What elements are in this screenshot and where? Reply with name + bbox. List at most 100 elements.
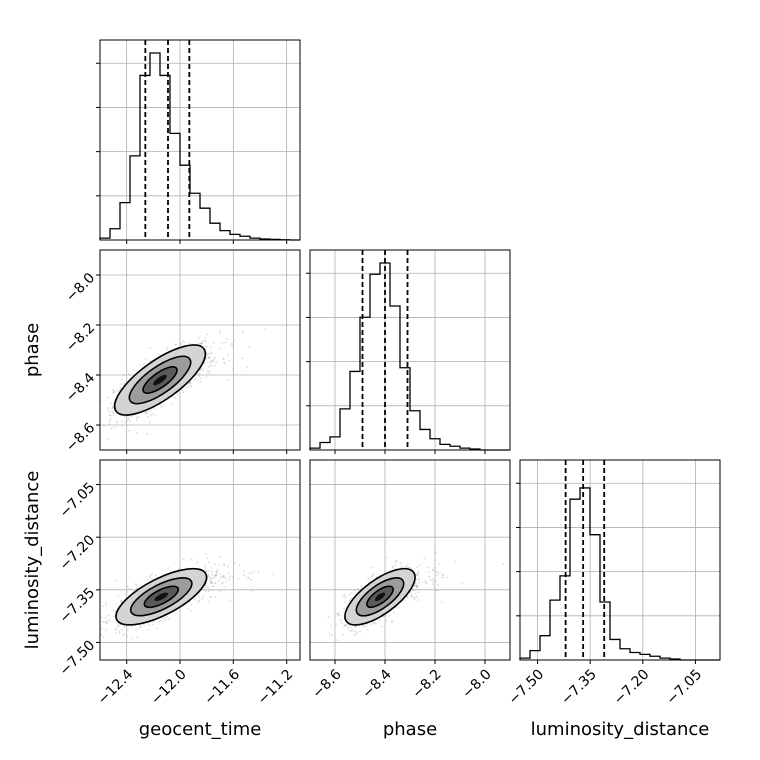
scatter-point [108,423,111,426]
scatter-point [162,617,164,620]
scatter-point [248,345,251,348]
scatter-point [355,630,357,633]
scatter-point [354,626,357,628]
scatter-point [362,624,364,627]
scatter-point [418,564,421,567]
scatter-point [109,417,112,420]
scatter-point [116,421,118,424]
scatter-point [197,601,200,604]
scatter-point [223,361,226,364]
scatter-point [228,578,231,580]
scatter-point [190,558,193,561]
scatter-point [80,411,82,413]
scatter-points [327,551,504,642]
scatter-point [367,581,370,584]
scatter-point [366,628,369,631]
scatter-point [371,566,374,569]
scatter-point [400,562,402,564]
scatter-point [329,632,331,635]
scatter-point [342,595,345,597]
scatter-point [135,587,138,590]
scatter-point [111,407,114,410]
scatter-point [200,377,202,380]
scatter-point [348,600,351,602]
scatter-point [162,404,165,407]
scatter-point [215,571,218,574]
scatter-point [160,406,163,409]
scatter-point [187,608,190,610]
scatter-point [104,620,107,623]
scatter-point [209,361,211,363]
xtick-label-luminosity_distance: −7.20 [611,666,653,708]
scatter-point [127,418,130,420]
scatter-point [415,586,418,589]
scatter-point [406,596,409,598]
xtick-label-phase: −8.6 [309,666,344,701]
scatter-point [257,570,260,573]
scatter-point [116,390,118,392]
scatter-point [415,592,417,595]
scatter-point [349,630,352,632]
scatter-point [212,342,215,344]
scatter-point [210,352,213,355]
scatter-point [115,632,117,634]
scatter-point [120,601,122,604]
scatter-point [424,582,427,584]
scatter-point [223,586,226,588]
scatter-point [120,600,122,602]
scatter-point [206,353,209,356]
scatter-point [208,569,210,572]
scatter-point [174,397,176,399]
ytick-label-phase: −8.6 [63,420,98,455]
scatter-point [413,597,416,599]
scatter-point [180,343,183,346]
scatter-point [206,570,208,573]
xtick-label-geocent_time: −12.4 [95,666,137,708]
contour-level-3 [374,592,386,601]
scatter-point [370,575,372,578]
scatter-point [113,389,116,392]
scatter-point [130,415,133,418]
scatter-point [438,563,440,565]
scatter-point [201,342,203,344]
ytick-label-phase: −8.0 [63,270,98,305]
scatter-point [350,597,353,599]
scatter-point [454,560,457,563]
joint-panel-geocent_time-phase [80,249,301,454]
scatter-point [144,358,147,361]
scatter-point [353,589,356,592]
scatter-point [210,360,213,363]
scatter-point [429,579,432,581]
scatter-point [209,364,211,366]
xtick-label-geocent_time: −11.2 [255,666,297,708]
scatter-point [222,358,225,361]
scatter-point [137,416,140,418]
scatter-point [227,379,230,381]
scatter-point [169,617,172,619]
scatter-point [385,556,388,559]
scatter-point [102,425,105,428]
scatter-point [149,574,152,577]
scatter-point [337,613,339,616]
scatter-point [134,583,136,586]
scatter-point [212,360,215,362]
hist-panel-luminosity_distance [516,459,721,664]
scatter-point [158,620,161,623]
scatter-point [416,573,419,576]
scatter-point [226,338,229,341]
scatter-point [167,618,170,621]
scatter-point [105,621,108,624]
scatter-point [231,343,234,346]
scatter-point [420,581,423,583]
scatter-point [428,575,431,578]
scatter-point [229,599,232,601]
scatter-point [132,369,135,372]
scatter-point [205,376,208,378]
panel-frame [519,459,721,661]
scatter-point [102,636,105,639]
scatter-point [424,580,426,582]
scatter-point [215,574,218,577]
scatter-point [248,572,251,574]
scatter-point [434,551,437,554]
scatter-point [197,337,200,339]
